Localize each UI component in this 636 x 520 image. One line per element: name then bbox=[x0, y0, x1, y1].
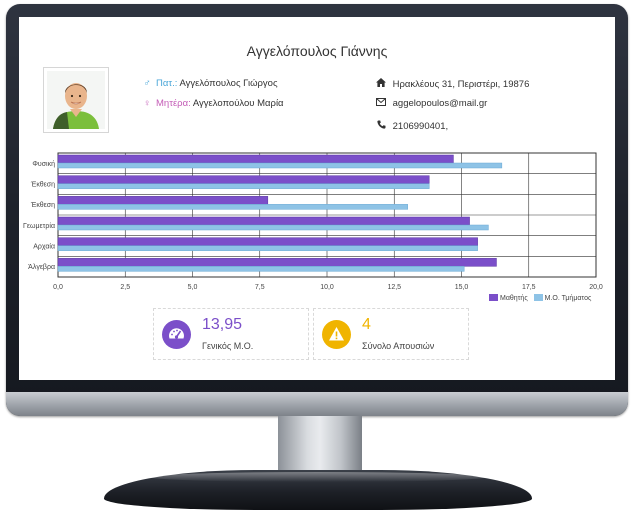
bar-student bbox=[57, 258, 497, 267]
father-label: Πατ.: bbox=[156, 78, 178, 89]
legend-swatch-class bbox=[533, 294, 543, 301]
bar-student bbox=[57, 196, 269, 205]
address-row: Ηρακλέους 31, Περιστέρι, 19876 bbox=[375, 78, 529, 90]
absences-card: 4 Σύνολο Απουσιών bbox=[313, 308, 469, 360]
phone-row: 2106990401, bbox=[375, 120, 448, 132]
monitor-stand-base bbox=[104, 470, 532, 510]
bar-class-average bbox=[57, 162, 503, 169]
legend-item-class: Μ.Ο. Τμήματος bbox=[533, 294, 592, 302]
y-tick-label: Έκθεση bbox=[30, 182, 55, 189]
y-tick-label: Άλγεβρα bbox=[28, 264, 55, 271]
monitor-stand-highlight bbox=[150, 472, 486, 482]
legend-item-student: Μαθητής bbox=[489, 294, 528, 302]
bar-class-average bbox=[57, 245, 478, 251]
grades-chart: 0,0 2,5 5,0 7,5 10,0 12,5 15,0 17,5 20,0 Φυσική Έκ… bbox=[19, 147, 615, 307]
address-text: Ηρακλέους 31, Περιστέρι, 19876 bbox=[392, 79, 530, 90]
legend-label-student: Μαθητής bbox=[500, 295, 528, 302]
y-tick-label: Αρχαία bbox=[33, 243, 55, 251]
bar-student bbox=[57, 216, 470, 226]
x-tick-label: 2,5 bbox=[120, 284, 130, 291]
monitor-stand-neck bbox=[278, 416, 362, 476]
x-tick-label: 17,5 bbox=[522, 284, 536, 291]
email-row: aggelopoulos@mail.gr bbox=[375, 98, 487, 109]
chart-legend: Μαθητής Μ.Ο. Τμήματος bbox=[489, 294, 595, 302]
bar-class-average bbox=[57, 266, 465, 272]
y-tick-label: Γεωμετρία bbox=[23, 222, 55, 230]
female-icon: ♀ bbox=[143, 98, 151, 109]
home-icon bbox=[375, 78, 387, 90]
legend-label-class: Μ.Ο. Τμήματος bbox=[544, 295, 592, 302]
mother-label: Μητέρα: bbox=[156, 98, 191, 109]
bar-student bbox=[57, 175, 430, 184]
monitor-chin bbox=[6, 392, 628, 416]
x-tick-label: 15,0 bbox=[455, 284, 469, 291]
warning-icon bbox=[322, 320, 351, 349]
mother-name: Αγγελοπούλου Μαρία bbox=[192, 98, 284, 109]
phone-text: 2106990401, bbox=[392, 121, 449, 132]
x-tick-label: 20,0 bbox=[589, 284, 603, 291]
phone-icon bbox=[375, 120, 387, 132]
absences-value: 4 bbox=[362, 316, 371, 333]
bar-student bbox=[57, 237, 478, 246]
average-value: 13,95 bbox=[202, 316, 243, 333]
screen: Αγγελόπουλος Γιάννης ♂ Πατ.: Αγγελόπουλος… bbox=[19, 17, 615, 380]
student-avatar bbox=[47, 71, 105, 129]
student-name: Αγγελόπουλος Γιάννης bbox=[246, 43, 388, 59]
bar-class-average bbox=[57, 204, 408, 210]
y-tick-label: Έκθεση bbox=[30, 202, 55, 209]
x-tick-label: 10,0 bbox=[320, 284, 334, 291]
x-tick-label: 7,5 bbox=[255, 284, 265, 291]
legend-swatch-student bbox=[489, 294, 498, 301]
dashboard-icon bbox=[162, 320, 191, 349]
x-tick-label: 5,0 bbox=[188, 284, 198, 291]
bar-student bbox=[57, 154, 454, 164]
y-tick-label: Φυσική bbox=[32, 161, 55, 168]
average-label: Γενικός Μ.Ο. bbox=[202, 341, 254, 351]
email-link[interactable]: aggelopoulos@mail.gr bbox=[392, 98, 488, 109]
father-name: Αγγελόπουλος Γιώργος bbox=[179, 78, 278, 89]
grades-chart-svg: 0,0 2,5 5,0 7,5 10,0 12,5 15,0 17,5 20,0 Φυσική Έκ… bbox=[23, 152, 603, 291]
x-tick-label: 0,0 bbox=[53, 284, 63, 291]
average-card: 13,95 Γενικός Μ.Ο. bbox=[153, 308, 309, 360]
mother-row: ♀ Μητέρα: Αγγελοπούλου Μαρία bbox=[141, 98, 284, 109]
bar-class-average bbox=[57, 224, 489, 231]
father-row: ♂ Πατ.: Αγγελόπουλος Γιώργος bbox=[141, 78, 278, 89]
student-photo bbox=[43, 67, 109, 133]
male-icon: ♂ bbox=[143, 78, 151, 89]
x-tick-label: 12,5 bbox=[387, 284, 401, 291]
bar-class-average bbox=[57, 183, 430, 189]
envelope-icon bbox=[375, 98, 387, 109]
absences-label: Σύνολο Απουσιών bbox=[362, 341, 435, 351]
